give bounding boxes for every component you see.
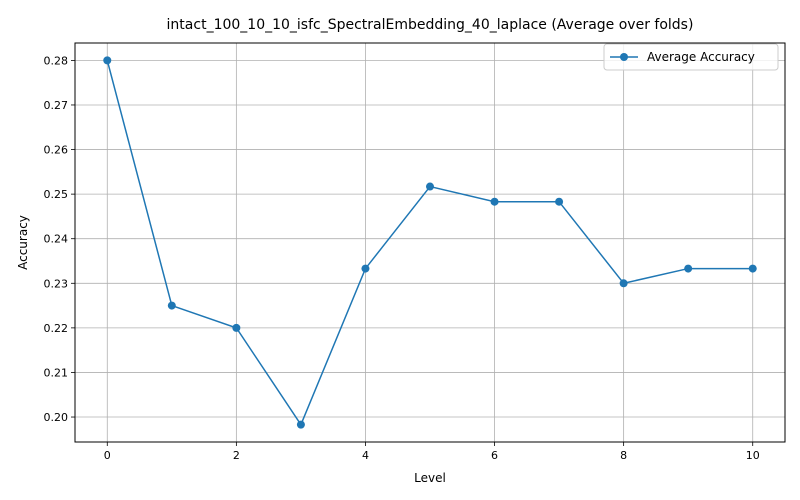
legend: Average Accuracy	[603, 43, 779, 71]
data-point	[490, 197, 499, 206]
y-tick-label: 0.22	[44, 322, 69, 335]
legend-marker	[620, 53, 628, 61]
data-point	[167, 301, 176, 310]
y-tick-label: 0.20	[44, 411, 69, 424]
legend-box	[603, 43, 779, 71]
y-tick-label: 0.27	[44, 99, 69, 112]
y-tick-label: 0.21	[44, 366, 69, 379]
data-point	[426, 182, 434, 191]
legend-entry-average-accuracy: Average Accuracy	[647, 50, 755, 64]
x-tick-label: 8	[620, 449, 627, 462]
data-point	[361, 264, 370, 273]
x-tick-label: 2	[233, 449, 240, 462]
data-point	[296, 420, 305, 429]
x-tick-label: 0	[104, 449, 111, 462]
x-tick-label: 6	[491, 449, 498, 462]
data-point	[232, 323, 241, 332]
y-axis: 0.20 0.21 0.22 0.23 0.24 0.25 0.26 0.27 0.28	[44, 54, 75, 424]
x-axis-label: Level	[414, 471, 446, 485]
y-tick-label: 0.23	[44, 277, 69, 290]
data-point	[103, 56, 112, 65]
y-tick-label: 0.28	[44, 54, 69, 67]
x-axis: 0 2 4 6 8 10	[104, 442, 760, 462]
chart-title: intact_100_10_10_isfc_SpectralEmbedding_…	[167, 17, 694, 33]
y-tick-label: 0.26	[44, 144, 69, 157]
y-tick-label: 0.25	[44, 188, 69, 201]
data-point	[619, 279, 628, 288]
y-tick-label: 0.24	[44, 233, 69, 246]
series-layer	[103, 56, 757, 429]
data-point	[748, 264, 757, 273]
x-tick-label: 4	[362, 449, 369, 462]
x-tick-label: 10	[746, 449, 760, 462]
data-point	[684, 264, 693, 273]
grid	[75, 43, 785, 442]
plot-frame	[74, 42, 786, 443]
y-axis-label: Accuracy	[16, 215, 30, 270]
data-point	[555, 197, 564, 206]
